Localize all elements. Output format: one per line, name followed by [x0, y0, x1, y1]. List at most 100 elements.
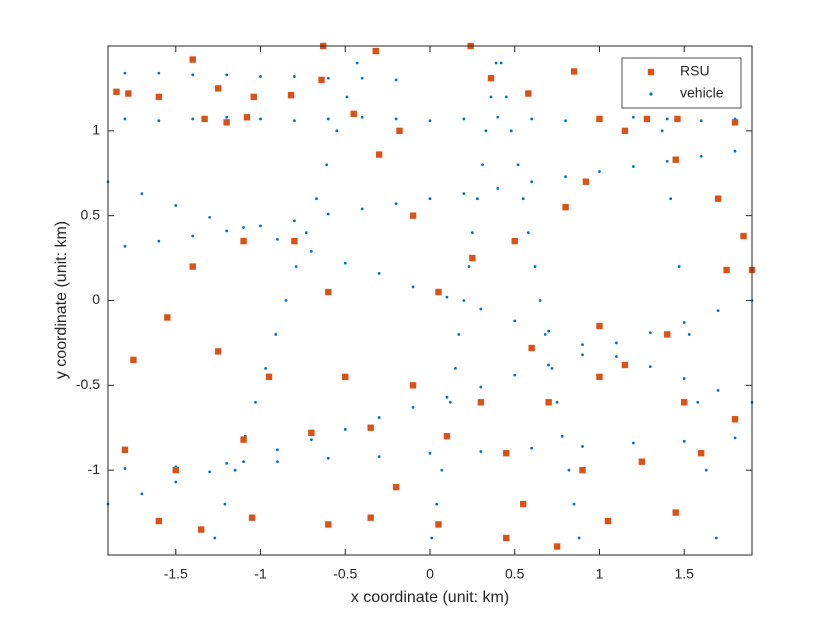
- vehicle-dot: [496, 187, 500, 190]
- rsu-marker: [520, 500, 527, 508]
- vehicle-dot: [572, 502, 576, 506]
- rsu-marker: [545, 399, 552, 406]
- rsu-marker: [570, 68, 578, 75]
- vehicle-dot: [355, 61, 359, 65]
- vehicle-dot: [665, 117, 669, 121]
- vehicle-dot: [223, 502, 227, 506]
- vehicle-dot: [191, 117, 195, 121]
- rsu-marker: [672, 509, 679, 516]
- vehicle-dot: [481, 163, 484, 167]
- vehicle-dot: [259, 224, 262, 228]
- vehicle-dot: [547, 363, 551, 367]
- rsu-marker: [198, 526, 205, 533]
- vehicle-dot: [394, 78, 398, 82]
- legend-box: [621, 57, 742, 109]
- rsu-marker: [342, 373, 349, 381]
- vehicle-dot: [360, 76, 364, 80]
- vehicle-dot: [648, 331, 652, 335]
- rsu-marker: [392, 483, 400, 491]
- vehicle-dot: [394, 202, 398, 206]
- vehicle-dot: [598, 170, 601, 173]
- rsu-marker: [287, 92, 295, 99]
- rsu-marker: [240, 237, 247, 245]
- rsu-marker: [121, 446, 129, 454]
- vehicle-dot: [123, 244, 127, 248]
- vehicle-dot: [345, 95, 349, 99]
- vehicle-dot: [581, 343, 584, 347]
- vehicle-dot: [123, 71, 127, 75]
- rsu-marker: [214, 348, 222, 355]
- rsu-marker: [443, 433, 451, 440]
- rsu-marker: [125, 90, 132, 97]
- vehicle-dot: [454, 366, 457, 370]
- vehicle-dot: [274, 333, 278, 336]
- vehicle-dot: [716, 389, 720, 392]
- vehicle-dot: [704, 468, 708, 472]
- vehicle-dot: [567, 468, 571, 472]
- rsu-marker: [396, 127, 403, 135]
- rsu-marker: [596, 373, 603, 381]
- rsu-marker: [643, 115, 651, 123]
- vehicle-dot: [581, 445, 584, 448]
- vehicle-dot: [225, 229, 229, 233]
- x-tick-label: -1.5: [164, 566, 188, 582]
- vehicle-dot: [208, 470, 212, 474]
- vehicle-dot: [284, 299, 288, 302]
- rsu-marker: [487, 75, 495, 82]
- vehicle-dot: [377, 455, 381, 458]
- vehicle-dot: [360, 207, 364, 211]
- x-tick-label: 1: [596, 566, 604, 582]
- vehicle-dot: [377, 271, 381, 275]
- vehicle-dot: [521, 197, 525, 201]
- vehicle-dot: [157, 71, 161, 75]
- vehicle-dot: [530, 117, 534, 121]
- rsu-marker: [596, 115, 603, 123]
- vehicle-dot: [315, 197, 318, 201]
- rsu-marker: [697, 450, 705, 457]
- rsu-marker: [189, 56, 196, 63]
- vehicle-dot: [309, 249, 313, 253]
- vehicle-dot: [513, 319, 517, 323]
- vehicle-dot: [687, 333, 691, 336]
- rsu-marker: [562, 203, 569, 211]
- vehicle-dot: [242, 226, 245, 229]
- vehicle-dot: [445, 395, 449, 399]
- rsu-marker: [477, 399, 485, 406]
- rsu-marker: [674, 115, 681, 123]
- vehicle-dot: [479, 385, 483, 389]
- vehicle-dot: [264, 366, 268, 370]
- vehicle-dot: [428, 119, 432, 123]
- vehicle-dot: [140, 492, 144, 496]
- vehicle-dot: [394, 117, 398, 121]
- vehicle-dot: [682, 321, 686, 324]
- vehicle-dot: [513, 373, 517, 377]
- vehicle-dot: [615, 341, 618, 345]
- vehicle-dot: [547, 329, 551, 333]
- vehicle-dot: [276, 460, 279, 464]
- vehicle-dot: [293, 219, 296, 223]
- vehicle-dot: [225, 73, 229, 77]
- legend-marker: [647, 68, 655, 76]
- vehicle-dot: [242, 460, 245, 464]
- rsu-marker: [604, 517, 612, 525]
- rsu-marker: [681, 399, 688, 406]
- vehicle-dot: [326, 76, 330, 80]
- rsu-marker: [731, 416, 739, 423]
- rsu-marker: [740, 232, 747, 240]
- legend-label: RSU: [680, 63, 710, 79]
- rsu-marker: [350, 110, 357, 118]
- y-tick-label: -1: [88, 461, 101, 477]
- vehicle-dot: [682, 439, 686, 443]
- y-tick-label: 0.5: [81, 206, 101, 222]
- vehicle-dot: [577, 536, 581, 540]
- x-tick-label: -1: [254, 566, 267, 582]
- vehicle-dot: [157, 119, 161, 123]
- vehicle-dot: [533, 265, 537, 268]
- vehicle-dot: [682, 377, 686, 380]
- legend-label: vehicle: [680, 85, 724, 101]
- y-tick-label: 0: [92, 291, 100, 307]
- rsu-marker: [435, 521, 442, 528]
- rsu-marker: [375, 151, 383, 158]
- y-axis-label: y coordinate (unit: km): [53, 221, 70, 379]
